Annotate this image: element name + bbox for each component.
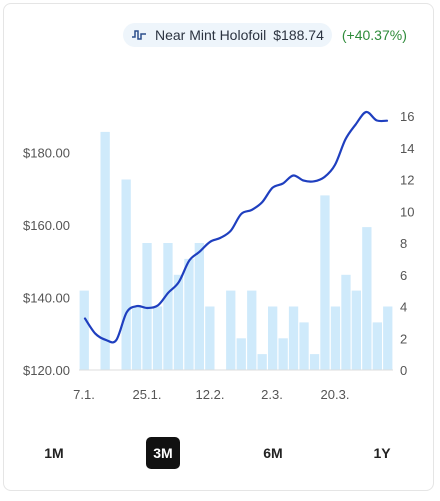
volume-bar [173,274,184,371]
volume-bar [142,243,152,370]
x-axis-tick-label: 2.3. [261,387,283,402]
volume-bar [205,306,215,370]
right-axis-tick-label: 8 [400,236,407,251]
x-axis-tick-label: 12.2. [196,387,225,402]
left-axis-tick-label: $140.00 [23,290,70,305]
volume-bar [341,274,351,371]
right-axis-tick-label: 6 [400,268,407,283]
left-axis-labels: $120.00 $140.00 $160.00 $180.00 [23,145,70,378]
right-axis-tick-label: 4 [400,300,407,315]
volume-bar [268,306,278,370]
right-axis-tick-label: 10 [400,204,414,219]
left-axis-tick-label: $160.00 [23,218,70,233]
volume-bar [194,243,204,370]
range-button-3m[interactable]: 3M [146,437,180,469]
volume-bar [79,290,89,370]
chart-legend[interactable]: Near Mint Holofoil $188.74 (+40.37%) [123,22,407,48]
x-axis-tick-label: 7.1. [73,387,95,402]
volume-bar [226,290,236,370]
x-axis-tick-label: 20.3. [321,387,350,402]
volume-bar [163,243,173,370]
left-axis-tick-label: $180.00 [23,145,70,160]
right-axis-tick-label: 14 [400,141,414,156]
volume-bar [236,338,246,371]
volume-bars [79,131,393,371]
volume-bar [383,306,393,370]
volume-bar [330,306,341,370]
legend-change: (+40.37%) [341,27,407,43]
price-volume-chart: $120.00 $140.00 $160.00 $180.00 0 2 4 6 8 10 12 14… [23,109,414,402]
range-button-6m[interactable]: 6M [263,445,283,461]
legend-series-name: Near Mint Holofoil [155,27,267,43]
x-axis-tick-label: 25.1. [133,387,162,402]
waveform-icon [132,30,146,40]
volume-bar [247,290,257,370]
x-axis-labels: 7.1. 25.1. 12.2. 2.3. 20.3. [73,387,349,402]
volume-bar [121,179,131,370]
price-line [83,110,389,344]
volume-bar [278,338,288,371]
volume-bar [152,306,163,370]
volume-bar [372,322,382,370]
volume-bar [351,290,361,370]
volume-bar [309,354,320,370]
volume-bar [257,354,267,370]
volume-bar [362,227,372,370]
left-axis-tick-label: $120.00 [23,363,70,378]
price-chart-card [3,3,434,491]
volume-bar [100,131,110,370]
range-button-1m[interactable]: 1M [44,445,64,461]
legend-price: $188.74 [273,27,324,43]
volume-bar [288,306,299,370]
volume-bar [320,195,330,370]
right-axis-tick-label: 16 [400,109,414,124]
right-axis-tick-label: 12 [400,173,414,188]
range-button-1y[interactable]: 1Y [373,445,391,461]
volume-bar [299,322,309,370]
legend-item[interactable]: Near Mint Holofoil $188.74 [123,23,332,47]
right-axis-tick-label: 0 [400,363,407,378]
volume-bar [184,258,194,370]
volume-bar [131,306,142,370]
right-axis-tick-label: 2 [400,331,407,346]
right-axis-labels: 0 2 4 6 8 10 12 14 16 [400,109,414,378]
